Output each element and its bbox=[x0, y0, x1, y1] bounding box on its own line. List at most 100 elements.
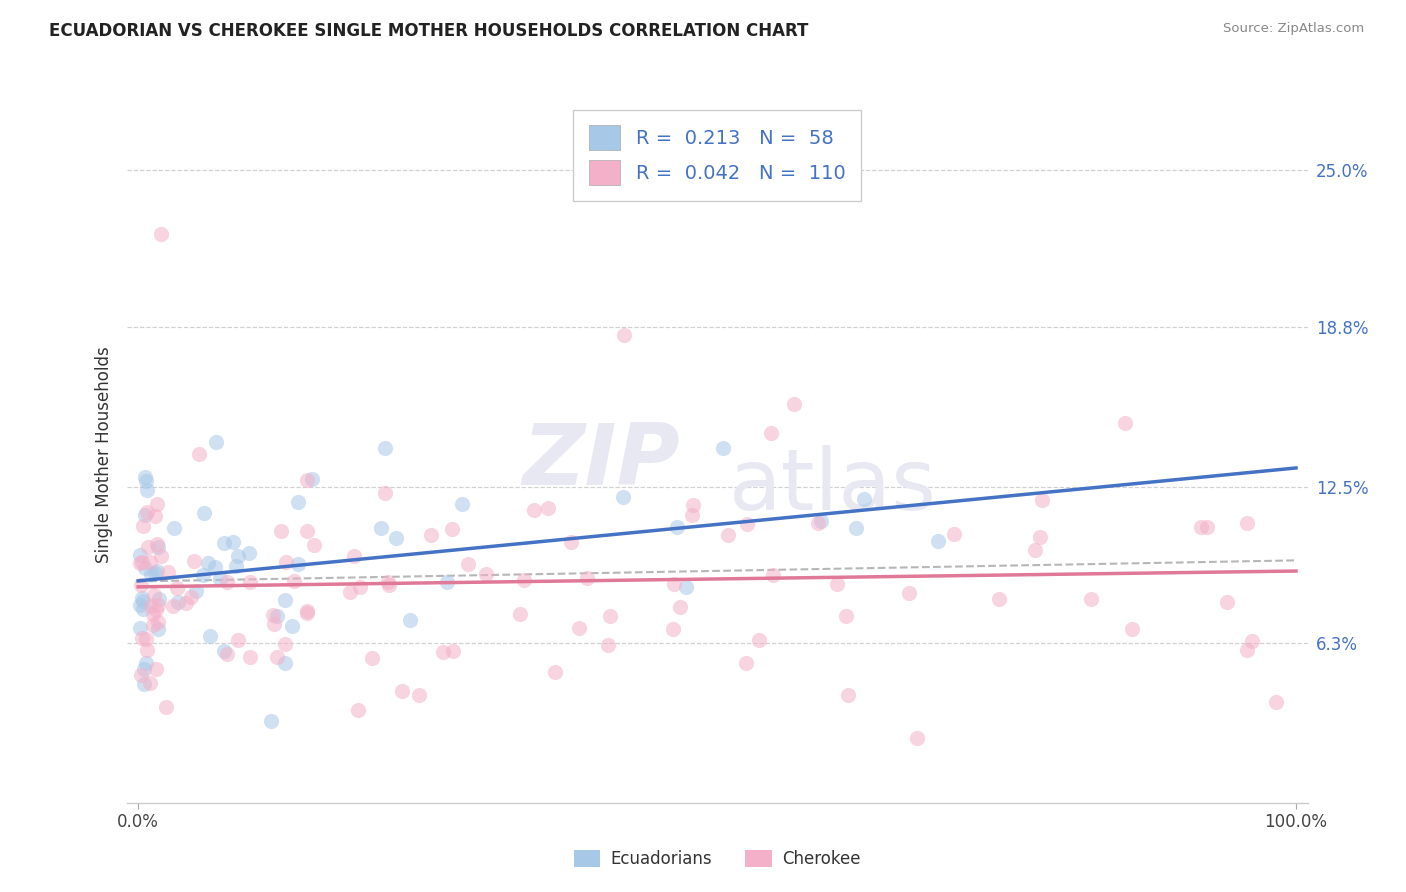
Point bbox=[132, 676, 155, 690]
Point bbox=[166, 581, 188, 595]
Point bbox=[675, 581, 697, 595]
Point bbox=[295, 524, 318, 538]
Point bbox=[132, 601, 155, 615]
Point bbox=[239, 574, 262, 589]
Point bbox=[807, 516, 830, 530]
Point bbox=[209, 572, 232, 586]
Point bbox=[1191, 520, 1213, 534]
Point bbox=[717, 528, 740, 542]
Point bbox=[408, 689, 430, 703]
Point bbox=[146, 622, 169, 636]
Point bbox=[225, 558, 247, 573]
Point bbox=[349, 580, 371, 594]
Y-axis label: Single Mother Households: Single Mother Households bbox=[94, 347, 112, 563]
Point bbox=[513, 573, 536, 587]
Point bbox=[523, 503, 546, 517]
Point bbox=[198, 629, 221, 643]
Point bbox=[287, 557, 309, 571]
Point bbox=[1240, 633, 1263, 648]
Point bbox=[339, 585, 361, 599]
Point bbox=[145, 603, 167, 617]
Point bbox=[146, 497, 169, 511]
Point bbox=[274, 656, 297, 670]
Point bbox=[212, 644, 235, 658]
Point bbox=[129, 621, 152, 635]
Point bbox=[441, 644, 464, 658]
Point bbox=[145, 662, 167, 676]
Point bbox=[748, 632, 770, 647]
Point bbox=[163, 521, 186, 535]
Point bbox=[1024, 542, 1046, 557]
Point bbox=[266, 650, 288, 665]
Point bbox=[1121, 622, 1143, 636]
Point bbox=[613, 327, 636, 342]
Point bbox=[845, 521, 868, 535]
Point bbox=[537, 501, 560, 516]
Point bbox=[576, 571, 599, 585]
Point bbox=[145, 536, 167, 550]
Point bbox=[897, 586, 920, 600]
Point bbox=[377, 574, 399, 589]
Point bbox=[193, 567, 215, 582]
Point bbox=[568, 621, 591, 635]
Legend: Ecuadorians, Cherokee: Ecuadorians, Cherokee bbox=[567, 843, 868, 874]
Point bbox=[197, 556, 219, 570]
Point bbox=[853, 491, 876, 506]
Point bbox=[391, 684, 413, 698]
Point bbox=[180, 590, 202, 604]
Point bbox=[266, 608, 288, 623]
Point bbox=[139, 566, 162, 581]
Point bbox=[385, 531, 408, 545]
Point bbox=[682, 498, 704, 512]
Point bbox=[457, 558, 479, 572]
Point bbox=[837, 688, 859, 702]
Point bbox=[135, 632, 157, 647]
Point bbox=[143, 508, 166, 523]
Point bbox=[132, 518, 155, 533]
Point bbox=[146, 598, 169, 612]
Point bbox=[302, 538, 325, 552]
Point bbox=[150, 227, 173, 241]
Point bbox=[138, 555, 160, 569]
Point bbox=[129, 556, 152, 570]
Point bbox=[212, 536, 235, 550]
Point bbox=[135, 656, 157, 670]
Point bbox=[374, 441, 396, 455]
Point bbox=[346, 703, 368, 717]
Point bbox=[148, 615, 170, 629]
Point bbox=[508, 607, 530, 621]
Point bbox=[136, 642, 159, 657]
Point bbox=[262, 608, 284, 623]
Point bbox=[1215, 595, 1237, 609]
Point bbox=[162, 599, 184, 614]
Point bbox=[1080, 592, 1102, 607]
Point bbox=[239, 650, 262, 665]
Point bbox=[131, 631, 153, 645]
Point bbox=[135, 475, 157, 489]
Point bbox=[735, 516, 758, 531]
Point bbox=[419, 528, 441, 542]
Point bbox=[927, 534, 949, 549]
Point bbox=[184, 583, 207, 598]
Point bbox=[905, 731, 928, 746]
Point bbox=[662, 576, 685, 591]
Point bbox=[668, 599, 690, 614]
Point bbox=[1195, 520, 1218, 534]
Point bbox=[142, 618, 165, 632]
Point bbox=[287, 495, 309, 509]
Point bbox=[274, 592, 297, 607]
Point bbox=[129, 548, 152, 562]
Point bbox=[187, 447, 209, 461]
Point bbox=[783, 397, 806, 411]
Point bbox=[228, 633, 250, 648]
Point bbox=[711, 441, 734, 455]
Point bbox=[399, 613, 422, 627]
Point bbox=[1264, 695, 1286, 709]
Point bbox=[666, 520, 689, 534]
Point bbox=[135, 505, 157, 519]
Text: ECUADORIAN VS CHEROKEE SINGLE MOTHER HOUSEHOLDS CORRELATION CHART: ECUADORIAN VS CHEROKEE SINGLE MOTHER HOU… bbox=[49, 22, 808, 40]
Point bbox=[149, 549, 172, 563]
Point bbox=[943, 527, 966, 541]
Point bbox=[217, 574, 239, 589]
Point bbox=[681, 508, 703, 523]
